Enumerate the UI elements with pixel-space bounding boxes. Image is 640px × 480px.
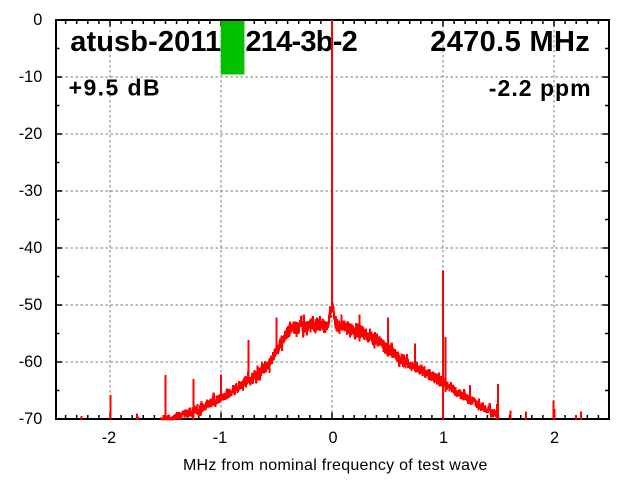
svg-text:-2: -2	[102, 429, 116, 447]
svg-text:-30: -30	[19, 182, 43, 200]
svg-text:214-3b-2: 214-3b-2	[245, 26, 357, 58]
svg-text:2470.5 MHz: 2470.5 MHz	[430, 26, 590, 58]
svg-text:0: 0	[328, 429, 337, 447]
svg-text:-50: -50	[19, 296, 43, 314]
svg-text:-60: -60	[19, 353, 43, 371]
svg-text:-20: -20	[19, 125, 43, 143]
svg-text:-70: -70	[19, 410, 43, 428]
svg-text:atusb-2011: atusb-2011	[70, 26, 221, 58]
svg-text:MHz from nominal frequency of: MHz from nominal frequency of test wave	[183, 457, 488, 474]
svg-text:1: 1	[439, 429, 448, 447]
svg-text:-1: -1	[213, 429, 227, 447]
svg-text:-10: -10	[19, 68, 43, 86]
svg-text:0: 0	[33, 11, 42, 29]
svg-text:2: 2	[550, 429, 559, 447]
svg-text:-2.2 ppm: -2.2 ppm	[489, 75, 591, 101]
svg-text:+9.5 dB: +9.5 dB	[69, 75, 160, 101]
svg-text:-40: -40	[19, 239, 43, 257]
